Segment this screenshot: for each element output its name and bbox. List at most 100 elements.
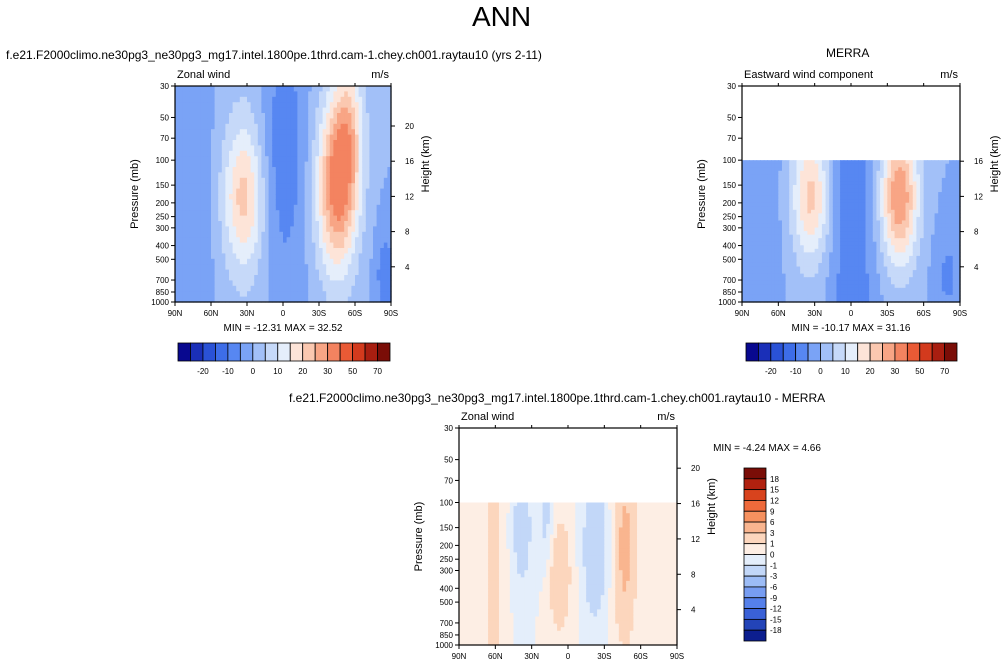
field-cell <box>376 296 381 303</box>
field-cell <box>362 204 367 211</box>
field-cell <box>883 273 888 278</box>
field-cell <box>861 163 867 168</box>
field-cell <box>311 253 316 260</box>
field-cell <box>821 273 827 278</box>
field-cell <box>189 215 194 222</box>
field-cell <box>247 134 252 141</box>
field-cell <box>883 195 888 200</box>
field-cell <box>236 231 241 238</box>
field-cell <box>214 86 219 92</box>
field-cell <box>221 86 226 92</box>
field-cell <box>265 145 270 152</box>
field-cell <box>211 96 216 103</box>
field-cell <box>250 275 255 281</box>
field-cell <box>178 280 183 287</box>
field-cell <box>792 284 798 289</box>
field-cell <box>340 183 345 190</box>
field-cell <box>771 213 776 218</box>
field-cell <box>203 86 208 92</box>
field-cell <box>358 91 363 98</box>
field-cell <box>322 210 327 217</box>
field-cell <box>347 237 352 244</box>
field-cell <box>250 291 255 298</box>
field-cell <box>175 242 180 249</box>
field-cell <box>883 181 888 186</box>
field-cell <box>236 86 241 92</box>
field-cell <box>898 234 903 239</box>
field-cell <box>247 264 252 271</box>
field-cell <box>261 118 266 125</box>
field-cell <box>760 181 765 186</box>
field-cell <box>347 269 352 276</box>
field-cell <box>916 163 921 168</box>
field-cell <box>778 174 783 179</box>
field-cell <box>218 113 223 119</box>
field-cell <box>883 277 888 282</box>
field-cell <box>803 234 808 239</box>
field-cell <box>315 269 320 276</box>
field-cell <box>340 134 345 141</box>
field-cell <box>832 181 838 186</box>
field-cell <box>756 206 761 211</box>
field-cell <box>365 221 370 227</box>
field-cell <box>945 270 950 275</box>
field-cell <box>774 266 779 271</box>
field-cell <box>211 204 216 211</box>
field-cell <box>290 221 295 227</box>
field-cell <box>905 298 910 303</box>
field-cell <box>236 285 241 292</box>
field-cell <box>365 91 370 98</box>
field-cell <box>760 213 765 218</box>
field-cell <box>315 118 320 125</box>
field-cell <box>257 253 262 260</box>
field-cell <box>749 270 754 275</box>
field-cell <box>742 234 747 239</box>
field-cell <box>355 199 360 206</box>
field-cell <box>243 285 248 292</box>
field-cell <box>814 298 819 303</box>
field-cell <box>239 102 244 109</box>
field-cell <box>789 195 794 200</box>
field-cell <box>847 188 852 193</box>
field-cell <box>211 258 216 265</box>
field-cell <box>763 245 769 250</box>
field-cell <box>858 231 863 236</box>
field-cell <box>938 259 943 264</box>
field-cell <box>847 238 852 243</box>
field-cell <box>927 280 932 285</box>
field-cell <box>214 280 219 287</box>
field-cell <box>774 248 779 253</box>
field-cell <box>876 206 881 211</box>
field-cell <box>934 184 939 190</box>
field-cell <box>257 264 262 271</box>
field-cell <box>745 270 750 275</box>
field-cell <box>847 181 852 186</box>
field-cell <box>778 223 783 229</box>
field-cell <box>333 107 338 114</box>
field-cell <box>319 96 324 103</box>
field-cell <box>760 280 765 285</box>
field-cell <box>322 269 327 276</box>
field-cell <box>920 227 925 232</box>
field-cell <box>920 177 925 183</box>
field-cell <box>214 140 219 146</box>
field-cell <box>749 227 754 232</box>
field-cell <box>861 238 867 243</box>
field-cell <box>898 273 903 278</box>
field-cell <box>745 227 750 232</box>
field-cell <box>257 188 262 195</box>
field-cell <box>851 245 856 250</box>
field-cell <box>890 231 896 236</box>
field-cell <box>207 123 212 130</box>
field-cell <box>236 291 241 298</box>
field-cell <box>293 107 298 114</box>
field-cell <box>894 270 899 275</box>
field-cell <box>807 234 812 239</box>
field-cell <box>920 266 925 271</box>
field-cell <box>229 210 234 217</box>
field-cell <box>304 285 309 292</box>
field-cell <box>239 134 244 141</box>
field-cell <box>930 195 936 200</box>
field-cell <box>265 285 270 292</box>
field-cell <box>945 259 950 264</box>
